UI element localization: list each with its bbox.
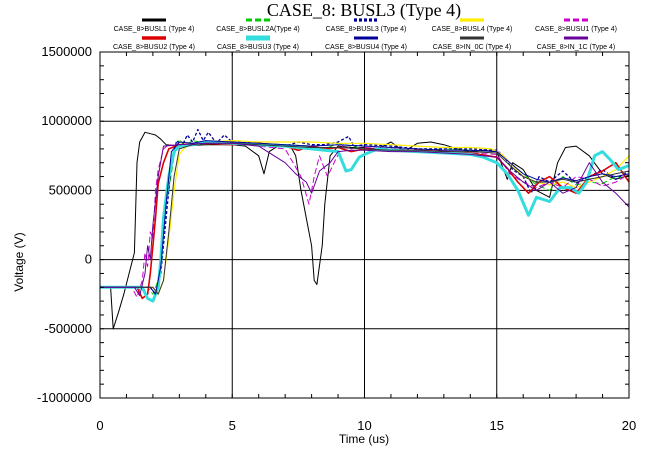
y-tick-label: 0 — [85, 252, 92, 267]
legend-label: CASE_8>BUSL3 (Type 4) — [326, 26, 407, 33]
grid — [100, 52, 629, 398]
plot-lines — [100, 128, 630, 330]
x-tick-label: 15 — [490, 418, 504, 433]
series-line — [100, 142, 630, 295]
y-axis-label: Voltage (V) — [12, 232, 26, 291]
x-tick-label: 20 — [622, 418, 636, 433]
x-tick-label: 10 — [357, 418, 371, 433]
series-line — [100, 140, 630, 295]
chart-title: CASE_8: BUSL3 (Type 4) — [267, 0, 461, 21]
legend-label: CASE_8>BUSL1 (Type 4) — [114, 26, 195, 33]
y-tick-label: 500000 — [49, 182, 92, 197]
x-axis-ticks: 0 5 10 15 20 — [96, 52, 636, 433]
y-tick-label: 1000000 — [41, 113, 92, 128]
series-line — [100, 140, 630, 295]
legend-label: CASE_8>BUSL2A(Type 4) — [216, 26, 299, 33]
y-tick-label: 1500000 — [41, 44, 92, 59]
legend-label: CASE_8>BUSU3 (Type 4) — [217, 44, 299, 51]
legend-label: CASE_8>IN_1C (Type 4) — [537, 44, 615, 51]
legend-label: CASE_8>BUSU4 (Type 4) — [325, 44, 407, 51]
x-tick-label: 5 — [229, 418, 236, 433]
legend: CASE_8>BUSL1 (Type 4) CASE_8>BUSL2A(Type … — [113, 18, 617, 51]
legend-label: CASE_8>BUSU1 (Type 4) — [535, 26, 617, 33]
y-tick-label: -500000 — [44, 321, 92, 336]
legend-label: CASE_8>IN_0C (Type 4) — [433, 44, 511, 51]
legend-label: CASE_8>BUSL4 (Type 4) — [432, 26, 513, 33]
legend-label: CASE_8>BUSU2 (Type 4) — [113, 44, 195, 51]
y-axis-ticks: -1000000 -500000 0 500000 1000000 1500000 — [37, 44, 629, 405]
x-axis-label: Time (us) — [339, 432, 389, 446]
series-line — [100, 131, 630, 330]
series-line — [100, 142, 630, 297]
series-line — [100, 142, 630, 298]
y-tick-label: -1000000 — [37, 390, 92, 405]
x-tick-label: 0 — [96, 418, 103, 433]
